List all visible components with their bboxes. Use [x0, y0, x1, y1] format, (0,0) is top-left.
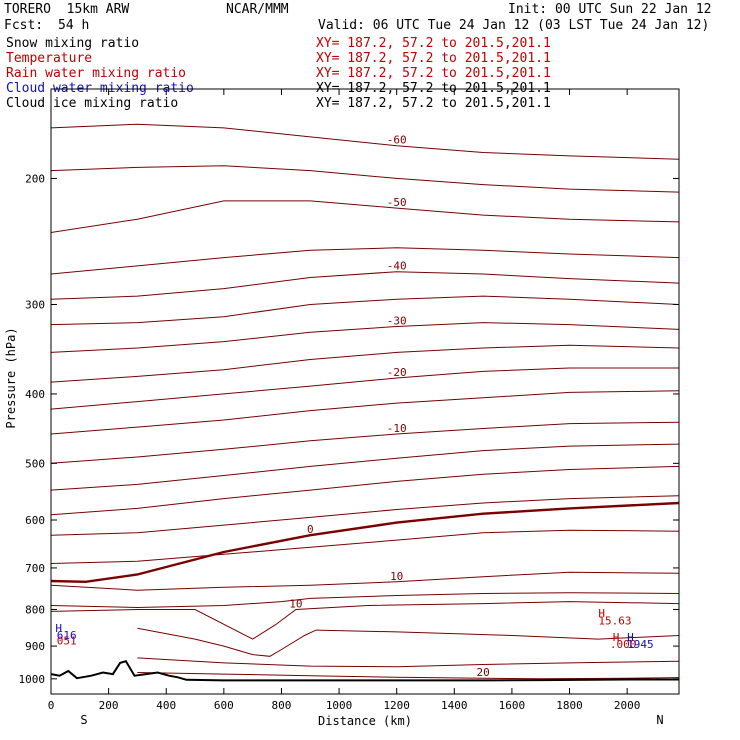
isotherm-line [51, 443, 679, 491]
isotherm-label: -50 [387, 196, 407, 209]
isotherm-line [137, 657, 679, 668]
isotherm-line [51, 322, 679, 353]
x-tick-label: 1400 [441, 699, 468, 712]
field-cloudice-xy: XY= 187.2, 57.2 to 201.5,201.1 [316, 96, 551, 111]
field-rain-name: Rain water mixing ratio [6, 66, 187, 81]
isotherm-line [51, 165, 679, 193]
isotherm-label: -60 [387, 134, 407, 147]
valid-time: Valid: 06 UTC Tue 24 Jan 12 (03 LST Tue … [318, 18, 710, 33]
isotherm-line [51, 501, 679, 584]
y-axis-label: Pressure (hPa) [4, 327, 18, 428]
x-tick-label: 1000 [326, 699, 353, 712]
isotherm-line [51, 421, 679, 464]
field-annotation: H [598, 607, 605, 620]
org-label: NCAR/MMM [226, 2, 289, 17]
plot-frame [50, 88, 680, 695]
field-temp-name: Temperature [6, 51, 93, 66]
y-tick-label: 400 [25, 388, 45, 401]
y-tick-label: 900 [25, 640, 45, 653]
y-tick-label: 800 [25, 603, 45, 616]
x-end-label-north: N [656, 713, 663, 727]
field-annotation: H [627, 631, 634, 644]
isotherm-line [51, 390, 679, 435]
field-temp-xy: XY= 187.2, 57.2 to 201.5,201.1 [316, 51, 551, 66]
x-tick-label: 0 [48, 699, 55, 712]
terrain-line [51, 660, 679, 682]
isotherm-label: 0 [307, 523, 314, 536]
isotherm-line [51, 529, 679, 564]
x-end-label-south: S [80, 713, 87, 727]
fcst-value: 54 h [58, 18, 90, 33]
isotherm-line [51, 271, 679, 300]
isotherm-line [51, 601, 679, 640]
isotherm-line [51, 465, 679, 516]
y-tick-label: 1000 [19, 673, 46, 686]
isotherm-line [51, 367, 679, 410]
isotherm-line [51, 200, 679, 233]
x-tick-label: 600 [214, 699, 234, 712]
isotherm-line [51, 295, 679, 326]
y-tick-label: 200 [25, 172, 45, 185]
isotherm-label: 10 [289, 597, 302, 610]
isotherm-label: 20 [476, 666, 489, 679]
isotherm-line [137, 627, 679, 657]
x-tick-label: 1200 [383, 699, 410, 712]
y-tick-label: 300 [25, 299, 45, 312]
init-time: Init: 00 UTC Sun 22 Jan 12 [508, 2, 712, 17]
field-rain-xy: XY= 187.2, 57.2 to 201.5,201.1 [316, 66, 551, 81]
field-annotation: .000 [610, 638, 637, 651]
field-annotation: 051 [57, 634, 77, 647]
isotherm-label: -10 [387, 422, 407, 435]
isotherm-line [51, 247, 679, 275]
isotherm-label: -30 [387, 315, 407, 328]
field-annotation: 1945 [627, 638, 654, 651]
y-tick-label: 500 [25, 457, 45, 470]
field-snow-name: Snow mixing ratio [6, 36, 140, 51]
fcst-label: Fcst: [4, 18, 44, 33]
x-tick-label: 200 [99, 699, 119, 712]
field-cloudice-name: Cloud ice mixing ratio [6, 96, 179, 111]
field-annotation: H [55, 622, 62, 635]
isotherm-line [51, 495, 679, 536]
x-tick-label: 800 [272, 699, 292, 712]
x-tick-label: 400 [156, 699, 176, 712]
isotherm-line [137, 672, 679, 680]
field-snow-xy: XY= 187.2, 57.2 to 201.5,201.1 [316, 36, 551, 51]
isotherm-line [51, 344, 679, 383]
field-annotation: 15.63 [598, 615, 631, 628]
isotherm-label: 10 [390, 570, 403, 583]
y-tick-label: 700 [25, 562, 45, 575]
field-annotation: 616 [57, 629, 77, 642]
y-tick-label: 600 [25, 514, 45, 527]
x-tick-label: 1600 [499, 699, 526, 712]
isotherm-line [51, 123, 679, 160]
isotherm-label: -20 [387, 366, 407, 379]
x-axis-label: Distance (km) [318, 714, 412, 728]
isotherm-line [51, 592, 679, 609]
x-tick-label: 1800 [556, 699, 583, 712]
field-annotation: H [613, 631, 620, 644]
isotherm-label: -40 [387, 260, 407, 273]
isotherm-line [51, 571, 679, 591]
model-title: TORERO 15km ARW [4, 2, 130, 17]
x-tick-label: 2000 [614, 699, 641, 712]
